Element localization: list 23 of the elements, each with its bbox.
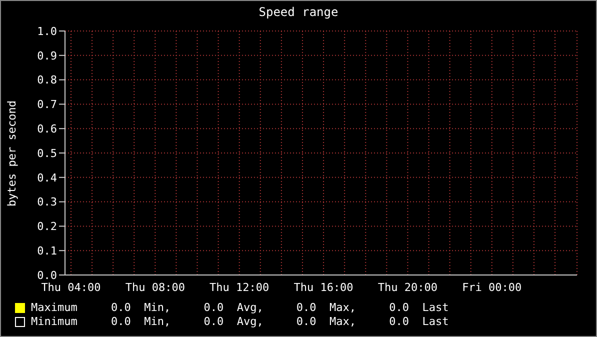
y-tick-label: 1.0: [37, 24, 57, 38]
y-tick-label: 0.5: [37, 146, 57, 160]
x-tick-label: Thu 20:00: [378, 280, 438, 294]
chart-title: Speed range: [258, 5, 340, 19]
y-axis-title: bytes per second: [6, 100, 18, 206]
x-tick-label: Thu 12:00: [210, 280, 270, 294]
y-tick-label: 0.8: [37, 74, 57, 87]
y-tick-label: 0.1: [37, 244, 57, 258]
x-tick-label: Fri 00:00: [462, 280, 522, 294]
y-tick-label: 0.3: [37, 196, 57, 209]
x-tick-label: Thu 04:00: [41, 280, 101, 294]
y-tick-label: 0.6: [37, 122, 57, 136]
y-tick-label: 0.0: [37, 268, 57, 282]
text: 0.0 Min, 0.0 Avg, 0.0 Max, 0.0 Last: [111, 315, 449, 329]
y-tick-label: 0.7: [37, 98, 57, 112]
y-tick-label: 0.9: [37, 49, 57, 62]
text: 0.0 Min, 0.0 Avg, 0.0 Max, 0.0 Last: [111, 301, 449, 315]
legend-label: Minimum: [31, 315, 78, 329]
y-tick-label: 0.2: [37, 220, 57, 234]
x-tick-label: Thu 08:00: [125, 280, 185, 294]
x-tick-label: Thu 16:00: [294, 280, 354, 294]
legend-label: Maximum: [31, 301, 78, 315]
y-tick-label: 0.4: [37, 171, 58, 184]
